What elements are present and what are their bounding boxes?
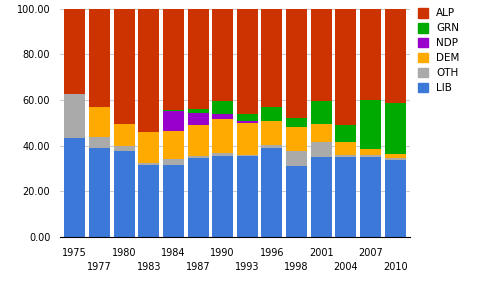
Text: 1987: 1987 xyxy=(186,262,210,272)
Bar xyxy=(64,9,86,94)
Bar xyxy=(64,138,86,237)
Bar xyxy=(138,132,159,163)
Bar xyxy=(163,131,184,159)
Bar xyxy=(286,166,307,237)
Bar xyxy=(262,148,282,237)
Bar xyxy=(212,114,233,119)
Text: 2010: 2010 xyxy=(383,262,407,272)
Text: 1996: 1996 xyxy=(260,248,284,258)
Bar xyxy=(311,9,332,101)
Bar xyxy=(114,146,134,151)
Bar xyxy=(384,9,406,103)
Bar xyxy=(163,159,184,165)
Text: 1983: 1983 xyxy=(136,262,161,272)
Bar xyxy=(89,107,110,136)
Bar xyxy=(188,156,208,158)
Bar xyxy=(237,121,258,123)
Text: 1993: 1993 xyxy=(235,262,260,272)
Bar xyxy=(336,155,356,157)
Bar xyxy=(114,9,134,124)
Bar xyxy=(237,114,258,121)
Bar xyxy=(163,165,184,237)
Bar xyxy=(188,9,208,109)
Bar xyxy=(163,9,184,110)
Bar xyxy=(286,118,307,127)
Bar xyxy=(360,155,381,157)
Bar xyxy=(89,136,110,148)
Bar xyxy=(286,151,307,166)
Bar xyxy=(212,156,233,237)
Bar xyxy=(188,125,208,156)
Bar xyxy=(114,151,134,237)
Bar xyxy=(138,165,159,237)
Bar xyxy=(138,163,159,165)
Bar xyxy=(262,121,282,144)
Text: 1990: 1990 xyxy=(210,248,235,258)
Bar xyxy=(311,124,332,142)
Bar xyxy=(163,110,184,112)
Bar xyxy=(188,112,208,125)
Bar xyxy=(384,154,406,158)
Bar xyxy=(336,125,356,142)
Bar xyxy=(212,153,233,156)
Text: 1980: 1980 xyxy=(112,248,136,258)
Legend: ALP, GRN, NDP, DEM, OTH, LIB: ALP, GRN, NDP, DEM, OTH, LIB xyxy=(414,4,464,97)
Bar xyxy=(138,9,159,132)
Bar xyxy=(163,112,184,131)
Bar xyxy=(237,9,258,114)
Bar xyxy=(212,101,233,114)
Bar xyxy=(64,94,86,138)
Bar xyxy=(188,109,208,112)
Bar xyxy=(360,100,381,149)
Bar xyxy=(237,123,258,155)
Bar xyxy=(360,149,381,155)
Text: 1977: 1977 xyxy=(87,262,112,272)
Text: 1984: 1984 xyxy=(161,248,186,258)
Bar xyxy=(360,9,381,100)
Bar xyxy=(311,157,332,237)
Bar xyxy=(384,158,406,160)
Bar xyxy=(311,101,332,124)
Text: 1998: 1998 xyxy=(284,262,309,272)
Text: 2001: 2001 xyxy=(309,248,334,258)
Bar xyxy=(237,156,258,237)
Bar xyxy=(311,142,332,157)
Bar xyxy=(336,9,356,125)
Bar xyxy=(188,158,208,237)
Bar xyxy=(237,155,258,156)
Bar xyxy=(286,9,307,118)
Bar xyxy=(336,142,356,155)
Text: 1975: 1975 xyxy=(62,248,87,258)
Bar xyxy=(286,127,307,151)
Bar xyxy=(89,9,110,107)
Bar xyxy=(336,157,356,237)
Bar xyxy=(212,119,233,153)
Bar xyxy=(360,157,381,237)
Bar xyxy=(262,107,282,121)
Bar xyxy=(262,144,282,148)
Text: 2004: 2004 xyxy=(334,262,358,272)
Bar xyxy=(262,9,282,107)
Bar xyxy=(89,148,110,237)
Bar xyxy=(114,124,134,146)
Bar xyxy=(384,103,406,154)
Bar xyxy=(384,160,406,237)
Text: 2007: 2007 xyxy=(358,248,383,258)
Bar xyxy=(212,9,233,101)
